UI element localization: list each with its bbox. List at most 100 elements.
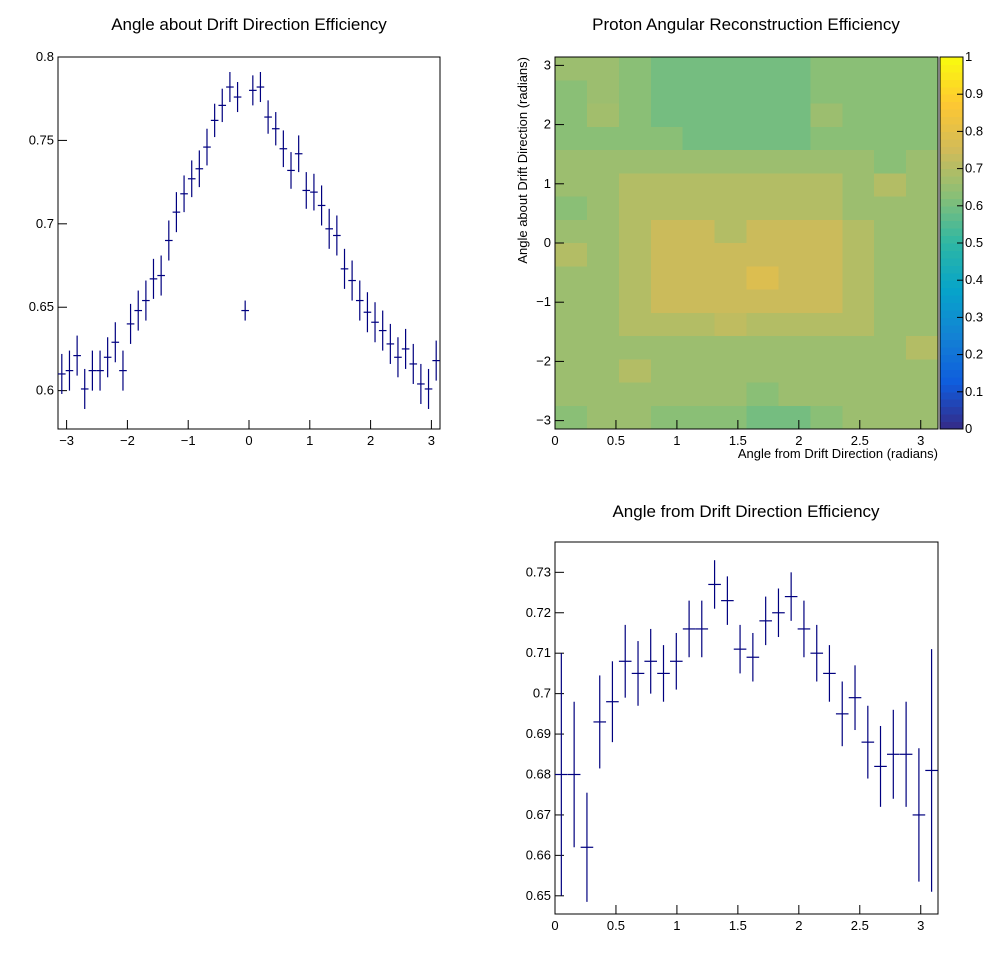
panel2-palette-band <box>940 94 963 103</box>
panel2-palette-band <box>940 101 963 110</box>
panel1-point <box>226 72 234 103</box>
panel1-x-tick-label: 2 <box>367 433 374 448</box>
panel2-y-tick-label: 0 <box>544 235 551 250</box>
panel2-heatmap-cell <box>746 80 779 104</box>
panel2-y-tick-label: −2 <box>536 353 551 368</box>
panel2-heatmap-cell <box>810 80 843 104</box>
panel1-x-tick-label: −1 <box>181 433 196 448</box>
panel2-heatmap-cell <box>778 150 811 174</box>
panel2-heatmap-cell <box>714 359 747 383</box>
panel2-heatmap-cell <box>618 219 652 244</box>
panel3-point <box>733 624 747 674</box>
panel2-heatmap-cell <box>874 173 907 197</box>
panel1-point <box>180 175 188 213</box>
panel3-point <box>555 653 568 896</box>
panel2-heatmap-cell <box>586 80 620 104</box>
panel2-heatmap-cell <box>650 359 684 383</box>
panel3-point <box>746 632 760 682</box>
panel2-heatmap-cell <box>682 103 716 128</box>
panel2-palette-band <box>940 109 963 118</box>
panel2-axes: 0 0.5 1 1.5 2 2.5 3 −3 −2 −1 0 1 2 3 <box>536 57 924 448</box>
panel1-x-tick-label: −3 <box>59 433 74 448</box>
panel2-heatmap-cell <box>874 150 907 174</box>
panel1-axes: −3 −2 −1 0 1 2 3 0.6 0.65 0.7 0.75 0.8 <box>29 49 435 448</box>
panel2-heatmap-cell <box>842 359 875 383</box>
panel1-x-tick-label: −2 <box>120 433 135 448</box>
panel2-heatmap-cell <box>906 359 939 383</box>
panel3-point <box>810 624 824 682</box>
panel2-palette-band <box>940 332 963 341</box>
panel2-heatmap-cell <box>555 405 588 430</box>
panel2-heatmap-cells <box>555 57 939 430</box>
panel1-point <box>210 103 219 138</box>
panel1-point <box>126 303 135 344</box>
panel3-point <box>644 628 658 694</box>
panel3-point <box>912 748 926 882</box>
panel2-palette-band <box>940 414 963 423</box>
panel2-palette-band <box>940 399 963 408</box>
panel1-y-tick-label: 0.7 <box>36 216 54 231</box>
panel2-heatmap-cell <box>810 57 843 81</box>
panel3-point <box>925 649 938 892</box>
panel1-point <box>401 328 410 369</box>
panel2-heatmap-cell <box>586 382 620 407</box>
panel2-heatmap-cell <box>746 266 779 290</box>
panel2-heatmap-cell <box>810 219 843 244</box>
panel2-heatmap-cell <box>618 359 652 383</box>
panel2-heatmap-cell <box>778 405 811 430</box>
panel2-heatmap-cell <box>810 150 843 174</box>
panel2-palette-band <box>940 146 963 155</box>
panel2-heatmap-cell <box>650 336 684 360</box>
panel2-heatmap-cell <box>555 243 588 267</box>
panel1-point <box>310 173 318 211</box>
panel2-heatmap-cell <box>555 336 588 360</box>
panel1-point <box>233 82 242 113</box>
panel2-heatmap-cell <box>682 57 716 81</box>
panel2-y-tick-label: 2 <box>544 117 551 132</box>
panel2-heatmap-cell <box>842 289 875 314</box>
panel2-heatmap-cell <box>874 336 907 360</box>
panel1-point <box>432 340 440 381</box>
panel2-heatmap-cell <box>746 405 779 430</box>
panel2-heatmap-cell <box>650 150 684 174</box>
panel2-heatmap-cell <box>746 382 779 407</box>
panel2-heatmap-cell <box>682 312 716 337</box>
panel-angular-reconstruction: Proton Angular Reconstruction Efficiency… <box>515 15 983 461</box>
panel2-heatmap-cell <box>555 103 588 128</box>
panel2-heatmap-cell <box>682 243 716 267</box>
panel2-heatmap-cell <box>618 336 652 360</box>
panel2-heatmap-cell <box>682 173 716 197</box>
panel1-y-tick-label: 0.75 <box>29 132 54 147</box>
panel1-point <box>287 152 295 189</box>
panel2-heatmap-cell <box>618 103 652 128</box>
panel2-title: Proton Angular Reconstruction Efficiency <box>592 15 900 34</box>
panel2-heatmap-cell <box>618 405 652 430</box>
panel2-heatmap-cell <box>778 196 811 221</box>
panel2-z-tick-label: 0 <box>965 421 972 436</box>
panel2-heatmap-cell <box>555 196 588 221</box>
panel2-heatmap-cell <box>778 289 811 314</box>
panel2-heatmap-cell <box>874 57 907 81</box>
panel2-heatmap-cell <box>682 126 716 151</box>
panel1-point <box>409 343 418 384</box>
panel1-point <box>325 208 333 249</box>
panel2-heatmap-cell <box>714 173 747 197</box>
panel1-point <box>279 130 288 168</box>
panel1-point <box>417 363 425 404</box>
panel1-point <box>355 280 364 321</box>
panel2-heatmap-cell <box>842 196 875 221</box>
panel2-heatmap-cell <box>810 196 843 221</box>
panel2-heatmap-cell <box>682 150 716 174</box>
panel2-heatmap-cell <box>650 243 684 267</box>
panel2-heatmap-cell <box>650 219 684 244</box>
panel3-point <box>631 641 645 706</box>
panel1-y-tick-label: 0.8 <box>36 49 54 64</box>
panel2-palette-band <box>940 71 963 80</box>
panel2-heatmap-cell <box>746 359 779 383</box>
panel2-heatmap-cell <box>746 173 779 197</box>
panel1-point <box>371 302 379 343</box>
panel2-heatmap-cell <box>874 219 907 244</box>
panel2-heatmap-cell <box>874 266 907 290</box>
panel3-x-tick-label: 1 <box>673 918 680 933</box>
